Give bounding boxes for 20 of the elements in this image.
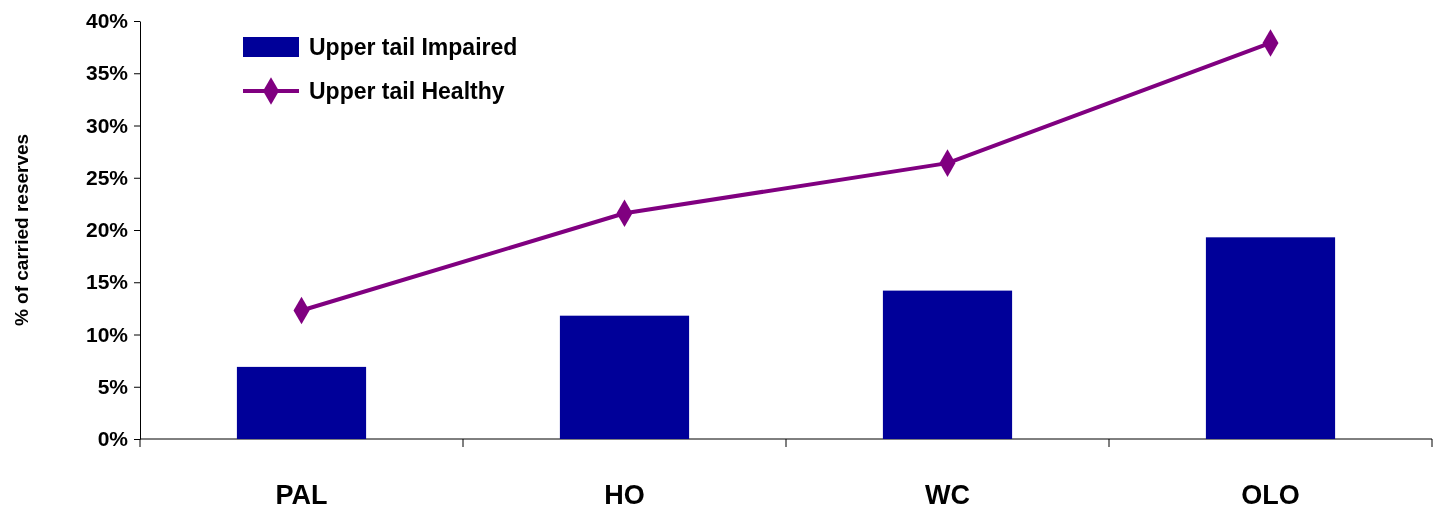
y-tick-label: 20% <box>85 218 129 242</box>
bar <box>1205 237 1336 439</box>
y-tick-label: 15% <box>85 270 129 294</box>
y-tick-label: 35% <box>85 61 129 85</box>
y-tick-label: 10% <box>85 322 129 346</box>
y-tick-label: 40% <box>85 9 129 33</box>
legend-label: Upper tail Impaired <box>309 34 518 60</box>
bar <box>559 315 690 439</box>
y-tick-label: 25% <box>85 165 129 189</box>
x-tick-label: WC <box>925 480 970 505</box>
y-tick-label: 0% <box>97 427 129 451</box>
y-tick-label: 5% <box>97 374 129 398</box>
x-tick-label: HO <box>604 480 645 505</box>
legend-label: Upper tail Healthy <box>309 78 505 104</box>
y-axis-title: % of carried reserves <box>11 133 32 327</box>
bar <box>236 366 367 439</box>
x-tick-label: PAL <box>275 480 328 505</box>
y-tick-label: 30% <box>85 113 129 137</box>
bar <box>882 290 1013 439</box>
x-tick-label: OLO <box>1241 480 1300 505</box>
